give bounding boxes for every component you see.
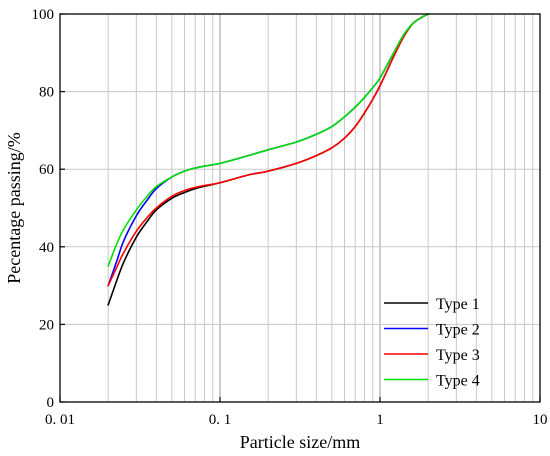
series-line-type-3: [107, 13, 429, 287]
legend-label: Type 2: [436, 322, 480, 339]
x-tick-label: 0. 1: [209, 412, 232, 428]
series-layer: [107, 13, 429, 306]
x-tick-label: 0. 01: [45, 412, 75, 428]
y-tick-label: 60: [39, 162, 54, 178]
y-tick-label: 40: [39, 240, 54, 256]
y-tick-label: 20: [39, 317, 54, 333]
y-tick-label: 80: [39, 85, 54, 101]
x-axis-title: Particle size/mm: [240, 432, 360, 452]
grid-layer: [60, 14, 540, 402]
series-line-type-4: [107, 13, 429, 267]
y-tick-label: 0: [47, 395, 55, 411]
legend-label: Type 1: [436, 296, 480, 313]
plot-frame: [59, 13, 541, 403]
x-tick-label: 1: [376, 412, 384, 428]
legend: Type 1 Type 2 Type 3 Type 4: [384, 296, 480, 390]
y-tick-label: 100: [32, 7, 55, 23]
legend-label: Type 3: [436, 347, 480, 364]
x-tick-label: 10: [533, 412, 548, 428]
y-axis-title: Pecentage passing/%: [4, 132, 24, 283]
legend-label: Type 4: [436, 373, 480, 390]
